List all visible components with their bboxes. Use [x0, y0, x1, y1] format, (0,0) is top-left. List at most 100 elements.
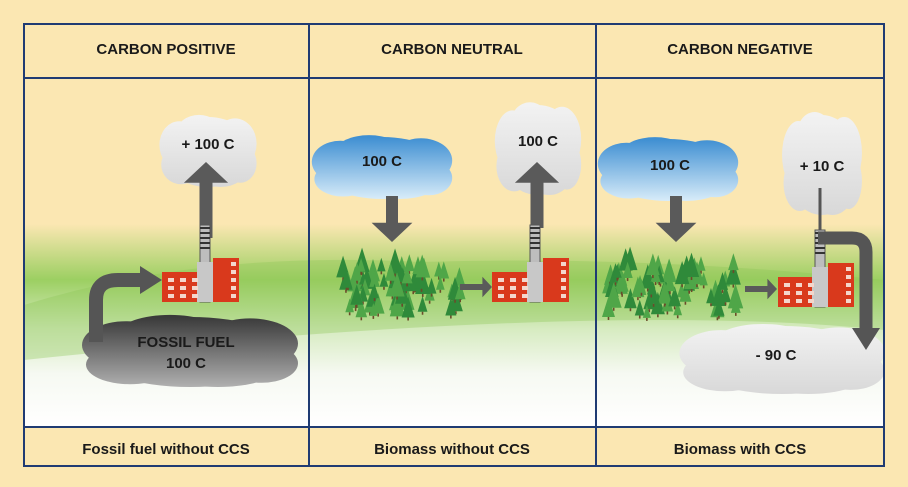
window — [510, 294, 516, 298]
trunk — [454, 299, 456, 303]
tree — [426, 277, 437, 294]
fossil-amount: 100 C — [166, 355, 206, 372]
window — [231, 278, 236, 282]
trunk — [614, 282, 617, 286]
tree — [646, 253, 660, 276]
building — [492, 272, 527, 302]
tree — [730, 297, 741, 313]
tree — [716, 272, 729, 290]
window — [498, 278, 504, 282]
trunk — [676, 315, 679, 319]
trunk — [716, 317, 719, 321]
tree — [664, 273, 676, 292]
tree — [340, 268, 353, 288]
window — [231, 294, 236, 298]
cloud — [159, 114, 257, 187]
tree — [662, 259, 677, 283]
trunk — [646, 288, 649, 292]
trunk — [732, 270, 735, 274]
window — [846, 283, 851, 287]
chimney-band — [815, 247, 825, 249]
chimney-band — [815, 252, 825, 254]
trunk — [389, 280, 392, 284]
window — [561, 286, 566, 290]
tree — [674, 261, 690, 285]
window — [522, 278, 528, 282]
cloud — [597, 137, 739, 201]
tree — [453, 267, 466, 286]
window — [846, 291, 851, 295]
trunk — [361, 272, 363, 276]
trunk — [652, 303, 655, 307]
window — [168, 286, 174, 290]
trunk — [377, 313, 379, 317]
chimney-band — [200, 227, 210, 229]
trunk — [690, 277, 693, 281]
trunk — [394, 273, 396, 277]
tree — [679, 282, 692, 302]
trunk — [356, 280, 358, 284]
tree — [401, 266, 413, 284]
building-core — [812, 267, 828, 307]
tree — [612, 263, 622, 278]
building-core — [527, 262, 543, 302]
trunk — [734, 312, 737, 316]
trunk — [455, 311, 457, 315]
tree — [389, 292, 405, 317]
trunk — [345, 289, 347, 293]
trunk — [408, 271, 411, 275]
building — [778, 277, 812, 307]
window — [561, 278, 566, 282]
window — [192, 294, 198, 298]
window — [561, 270, 566, 274]
cloud-puff — [691, 162, 739, 198]
cloud-puff — [510, 102, 550, 148]
trunk — [638, 315, 641, 319]
tree — [642, 304, 651, 318]
tree — [385, 262, 397, 281]
cloud-puff — [224, 143, 257, 183]
arrow — [655, 196, 697, 242]
cloud-puff — [161, 145, 201, 185]
storage-label: - 90 C — [756, 347, 797, 364]
window — [846, 267, 851, 271]
window — [796, 299, 802, 303]
trunk — [658, 281, 661, 285]
atmosphere-label: 100 C — [362, 153, 402, 170]
arrow — [460, 276, 492, 298]
window — [180, 278, 186, 282]
trunk — [700, 270, 702, 274]
tree — [713, 297, 725, 316]
trunk — [406, 283, 408, 287]
tree — [668, 286, 681, 307]
trunk — [459, 299, 462, 303]
trunk — [428, 300, 431, 304]
tree — [369, 270, 380, 287]
arrow — [745, 278, 777, 300]
chimney-band — [530, 227, 540, 229]
tree — [605, 282, 622, 308]
fossil-label: FOSSIL FUEL — [137, 334, 234, 351]
trunk — [372, 315, 375, 319]
trunk — [373, 298, 376, 302]
trunk — [369, 312, 371, 316]
trunk — [663, 303, 666, 307]
trunk — [657, 314, 659, 318]
window — [180, 286, 186, 290]
tree — [404, 254, 415, 272]
trunk — [650, 294, 653, 298]
trunk — [360, 271, 362, 275]
emission-label: 100 C — [518, 133, 558, 150]
window — [808, 291, 814, 295]
trunk — [355, 304, 357, 308]
trunk — [721, 289, 724, 293]
chimney-band — [200, 232, 210, 234]
trunk — [612, 307, 615, 311]
emission-label: + 10 C — [800, 158, 845, 175]
tree — [415, 255, 430, 278]
cloud-puff — [715, 323, 811, 358]
window — [192, 278, 198, 282]
building — [162, 272, 197, 302]
trunk — [412, 291, 415, 295]
tree — [720, 284, 732, 303]
